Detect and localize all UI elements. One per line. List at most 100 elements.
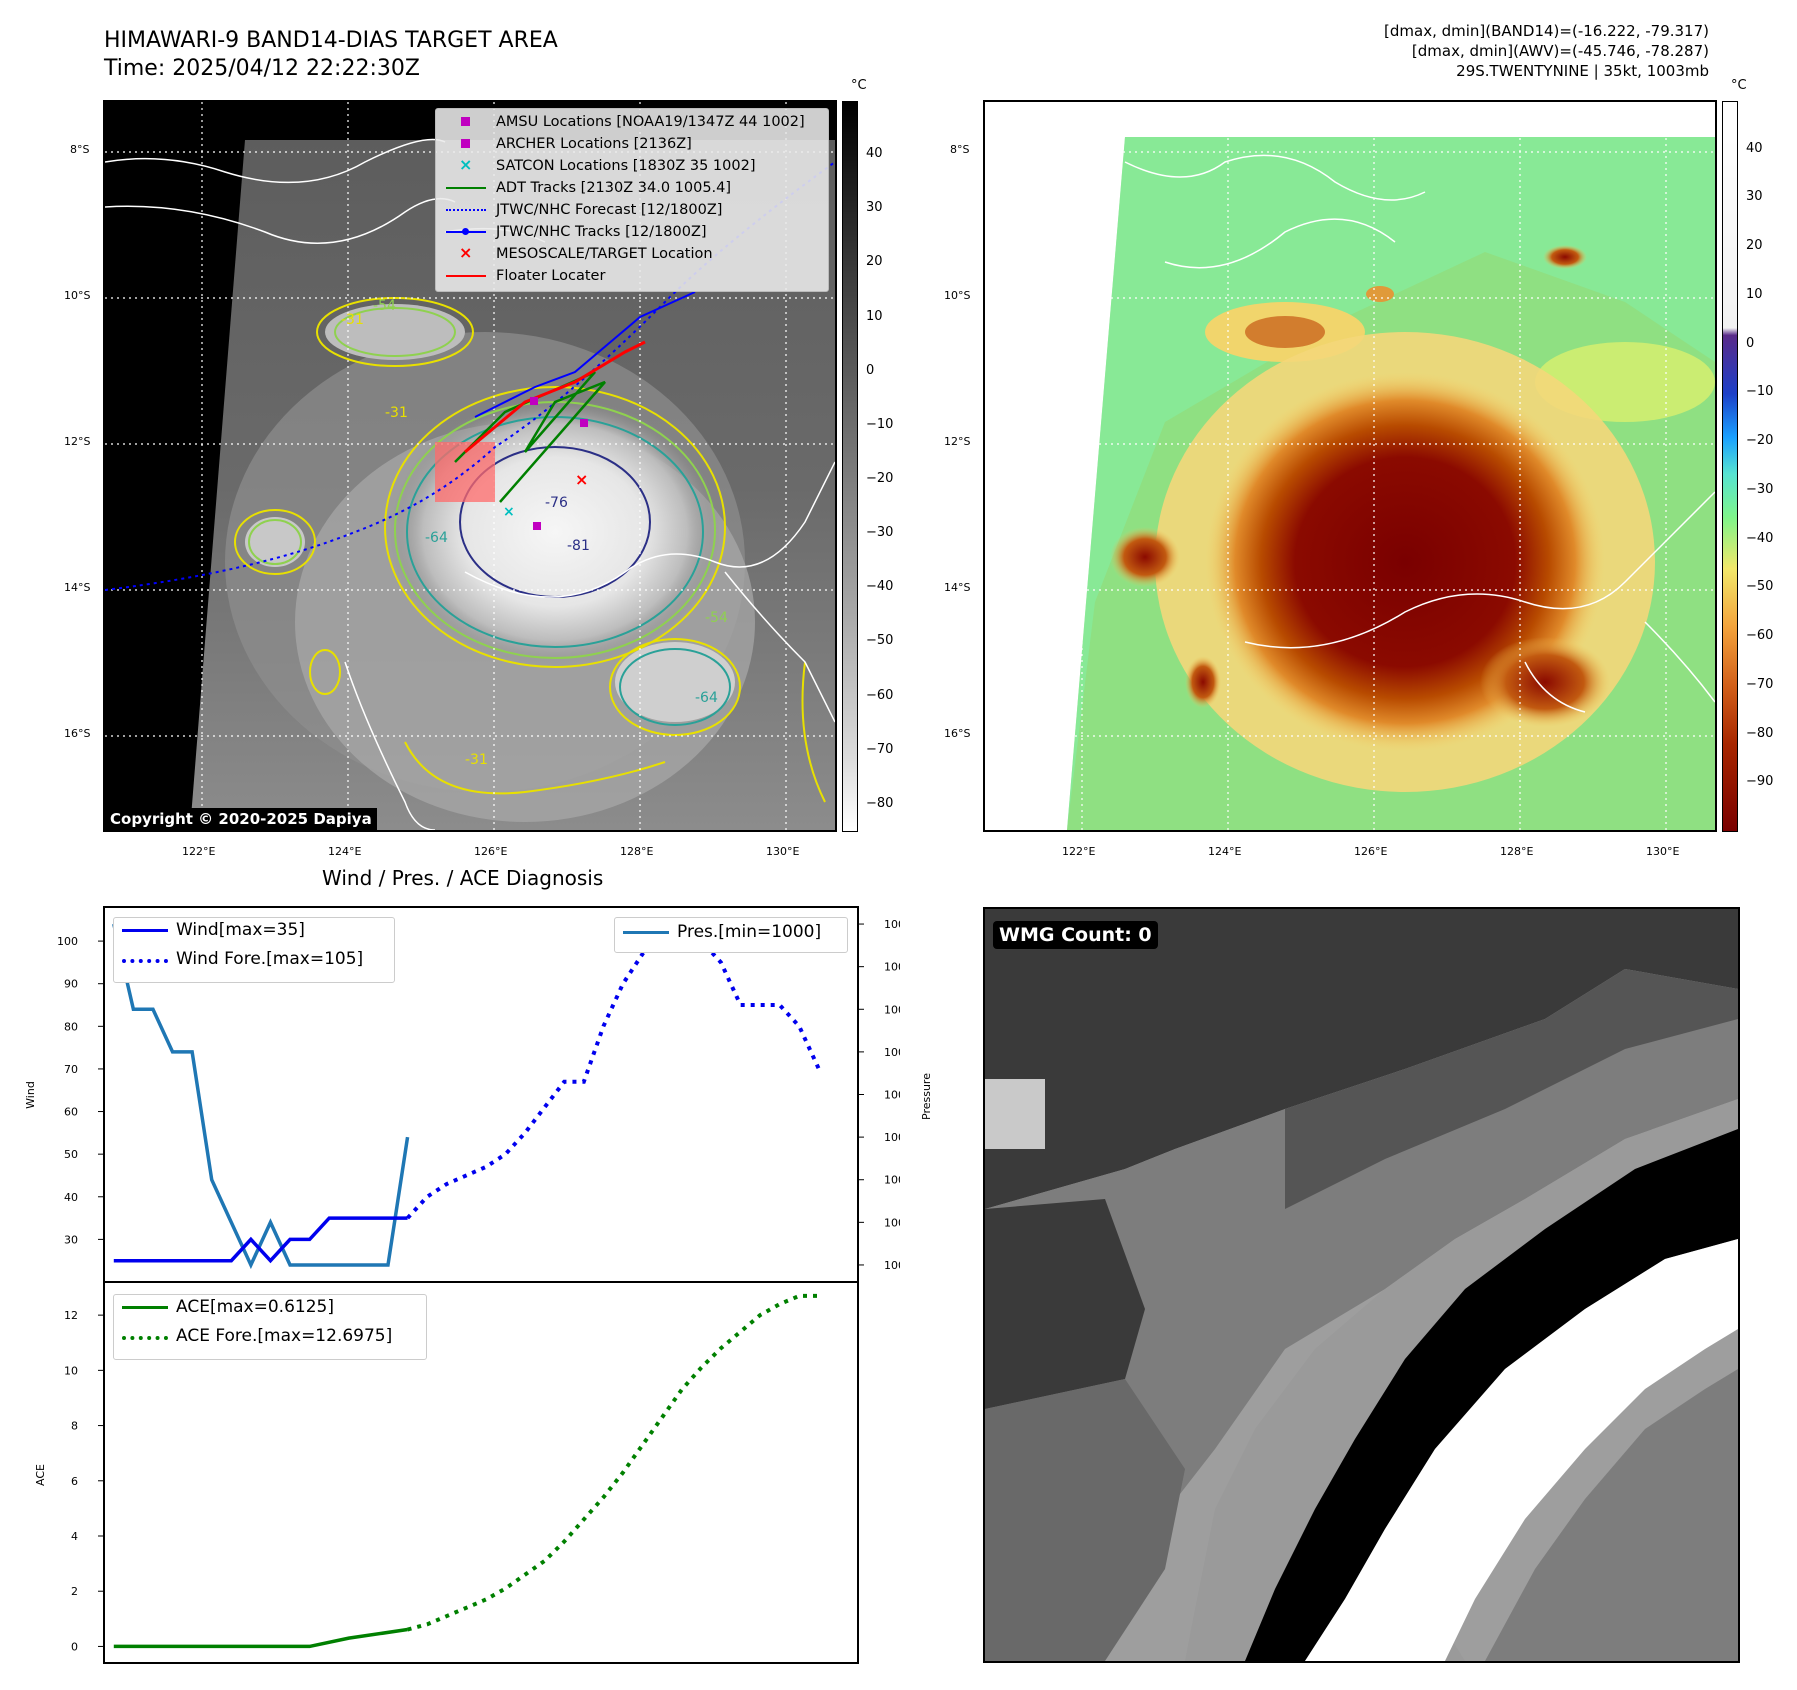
wind-legend-label: Wind[max=35]	[176, 920, 305, 940]
legend-floater: Floater Locater	[444, 265, 605, 287]
right-colorbar-tick: 0	[1746, 335, 1755, 351]
ace-axis-label: ACE	[34, 1464, 47, 1486]
left-colorbar-tick: −40	[866, 579, 894, 595]
dmax-band14: [dmax, dmin](BAND14)=(-16.222, -79.317)	[1384, 22, 1709, 40]
right-lon-126: 126°E	[1354, 845, 1388, 858]
pressure-tick-label: 1007	[884, 961, 900, 974]
wind-fore-legend-label: Wind Fore.[max=105]	[176, 949, 364, 969]
target-marker: ×	[575, 470, 588, 489]
contour-labels: -54 -31 -31 -76 -64 -64 -31 -81 -54	[341, 298, 728, 768]
wind-fore-legend-swatch	[122, 959, 168, 963]
page-timestamp: Time: 2025/04/12 22:22:30Z	[104, 56, 420, 81]
right-lat-8: 8°S	[950, 143, 970, 156]
right-colorbar-tick: −20	[1746, 433, 1774, 449]
legend-amsu: AMSU Locations [NOAA19/1347Z 44 1002]	[444, 111, 805, 133]
map-legend: AMSU Locations [NOAA19/1347Z 44 1002] AR…	[435, 108, 829, 292]
left-colorbar-tick: 10	[866, 308, 883, 324]
left-colorbar-tick: 0	[866, 362, 875, 378]
svg-text:-64: -64	[695, 690, 718, 706]
left-colorbar-tick: −80	[866, 795, 894, 811]
ace-line	[113, 1627, 408, 1649]
svg-text:-64: -64	[425, 530, 448, 546]
diagnosis-title: Wind / Pres. / ACE Diagnosis	[322, 866, 604, 890]
left-colorbar-tick: 40	[866, 146, 883, 162]
left-colorbar-unit: °C	[851, 78, 867, 93]
left-colorbar-tick: −10	[866, 416, 894, 432]
archer-marker	[533, 522, 541, 530]
svg-text:-31: -31	[385, 405, 408, 421]
satcon-marker: ×	[503, 504, 515, 520]
wind-line	[113, 1216, 408, 1264]
right-lon-128: 128°E	[1500, 845, 1534, 858]
pressure-legend-swatch	[623, 931, 669, 934]
right-colorbar-tick: −50	[1746, 579, 1774, 595]
right-colorbar-tick: −30	[1746, 481, 1774, 497]
floater-locater	[464, 340, 646, 454]
wmg-panel: WMG Count: 0	[983, 907, 1740, 1663]
left-lon-128: 128°E	[620, 845, 654, 858]
wmg-image	[985, 909, 1738, 1661]
amsu-marker	[530, 397, 538, 405]
pressure-legend: Pres.[min=1000]	[614, 917, 848, 953]
right-lon-130: 130°E	[1646, 845, 1680, 858]
pressure-tick-label: 1004	[884, 1089, 900, 1102]
right-colorbar-tick: −40	[1746, 530, 1774, 546]
right-lat-16: 16°S	[944, 727, 971, 740]
page-title: HIMAWARI-9 BAND14-DIAS TARGET AREA	[104, 28, 558, 53]
left-lon-130: 130°E	[766, 845, 800, 858]
wind-legend: Wind[max=35] Wind Fore.[max=105]	[113, 917, 395, 983]
right-lon-122: 122°E	[1062, 845, 1096, 858]
pressure-tick-label: 1006	[884, 1003, 900, 1016]
left-lon-124: 124°E	[328, 845, 362, 858]
left-colorbar-tick: −60	[866, 687, 894, 703]
wind-tick-label: 90	[64, 978, 78, 991]
band14-map: × × -54 -31 -31 -76 -64 -64 -31 -81 -54 …	[103, 100, 837, 832]
left-colorbar-tick: −30	[866, 525, 894, 541]
right-colorbar-tick: 20	[1746, 238, 1763, 254]
pressure-tick-label: 1001	[884, 1216, 900, 1229]
awv-map-image	[985, 102, 1715, 830]
right-lat-10: 10°S	[944, 289, 971, 302]
left-lat-16: 16°S	[64, 727, 91, 740]
ace-tick-label: 6	[71, 1475, 78, 1488]
wind-tick-label: 30	[64, 1233, 78, 1246]
right-lat-12: 12°S	[944, 435, 971, 448]
right-colorbar-tick: 40	[1746, 140, 1763, 156]
ace-tick-label: 4	[71, 1530, 78, 1543]
wmg-count: WMG Count: 0	[993, 921, 1158, 949]
left-colorbar-tick: −70	[866, 741, 894, 757]
pressure-tick-label: 1008	[884, 918, 900, 931]
jtwc-track	[474, 291, 696, 418]
awv-gridlines	[985, 102, 1715, 830]
right-colorbar-tick: −60	[1746, 628, 1774, 644]
adt-tracks	[454, 370, 606, 503]
left-lat-10: 10°S	[64, 289, 91, 302]
right-colorbar-tick: 10	[1746, 286, 1763, 302]
ace-tick-label: 0	[71, 1640, 78, 1653]
wind-tick-label: 100	[57, 935, 78, 948]
storm-info: 29S.TWENTYNINE | 35kt, 1003mb	[1456, 62, 1709, 80]
ace-legend: ACE[max=0.6125] ACE Fore.[max=12.6975]	[113, 1294, 427, 1360]
left-lat-14: 14°S	[64, 581, 91, 594]
left-lat-8: 8°S	[70, 143, 90, 156]
band14-map-image: × × -54 -31 -31 -76 -64 -64 -31 -81 -54	[105, 102, 835, 830]
awv-map	[983, 100, 1717, 832]
wind-forecast-line	[406, 917, 821, 1220]
svg-text:-76: -76	[545, 495, 568, 511]
right-colorbar-tick: −80	[1746, 725, 1774, 741]
left-lon-126: 126°E	[474, 845, 508, 858]
wind-tick-label: 40	[64, 1191, 78, 1204]
dmax-awv: [dmax, dmin](AWV)=(-45.746, -78.287)	[1411, 42, 1709, 60]
forecast-track	[105, 161, 835, 591]
left-colorbar-tick: −50	[866, 633, 894, 649]
legend-jtwc-tracks: JTWC/NHC Tracks [12/1800Z]	[444, 221, 707, 243]
ace-fore-legend-swatch	[122, 1336, 168, 1340]
pressure-tick-label: 1000	[884, 1259, 900, 1272]
pressure-tick-label: 1002	[884, 1174, 900, 1187]
legend-archer: ARCHER Locations [2136Z]	[444, 133, 692, 155]
legend-adt: ADT Tracks [2130Z 34.0 1005.4]	[444, 177, 731, 199]
pressure-line	[112, 923, 410, 1270]
wind-tick-label: 70	[64, 1063, 78, 1076]
